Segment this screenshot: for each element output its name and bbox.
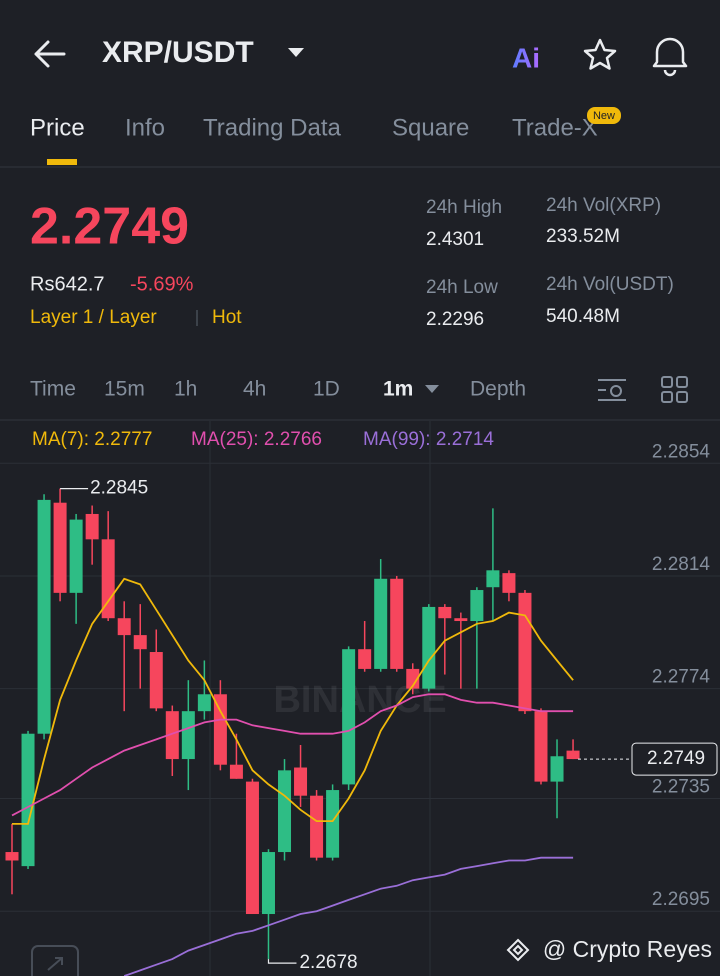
candle-body: [454, 618, 468, 622]
stat-label: 24h Low: [426, 277, 498, 298]
candle-body: [310, 795, 324, 858]
candle-body: [374, 578, 388, 669]
legend-entry: MA(99): 2.2714: [363, 429, 494, 450]
price-change: -5.69%: [130, 273, 194, 295]
candle-body: [245, 781, 259, 915]
interval[interactable]: 1D: [313, 378, 340, 401]
new-badge-label: New: [593, 110, 615, 122]
last-price: 2.2749: [30, 198, 189, 256]
stat-value: 2.4301: [426, 229, 484, 250]
stat-label: 24h Vol(XRP): [546, 195, 661, 216]
candle-body: [278, 770, 292, 853]
moving-average-line: [12, 577, 574, 825]
candle-body: [197, 694, 211, 712]
y-tick-label: 2.2735: [652, 777, 710, 798]
candle-body: [534, 711, 548, 782]
candle-body: [422, 606, 436, 689]
stat-value: 233.52M: [546, 226, 620, 247]
interval[interactable]: Time: [30, 378, 76, 401]
footer-logo: [506, 938, 530, 962]
tab[interactable]: Info: [125, 114, 165, 141]
interval[interactable]: 4h: [243, 378, 266, 401]
layout-button[interactable]: [661, 376, 688, 403]
candle-body: [342, 649, 356, 785]
current-price-label: 2.2749: [647, 748, 705, 769]
candle-body: [213, 694, 227, 765]
candle-body: [358, 649, 372, 669]
candle-body: [5, 852, 19, 861]
interval[interactable]: 1m: [383, 378, 413, 401]
alert-button[interactable]: [652, 37, 688, 77]
candle-body: [390, 578, 404, 669]
candle-body: [294, 767, 308, 796]
fiat-price: Rs642.7: [30, 273, 105, 295]
candle-body: [37, 499, 51, 734]
indicator-settings-button[interactable]: [598, 379, 626, 401]
candle-body: [69, 519, 83, 593]
stat-label: 24h Vol(USDT): [546, 274, 674, 295]
min-pointer: [267, 959, 297, 964]
min-label: 2.2678: [299, 952, 357, 973]
moving-average-line: [11, 693, 574, 817]
plot-area: BINANCE: [5, 488, 580, 976]
candle-body: [149, 652, 163, 709]
candle-body: [85, 513, 99, 540]
candle-body: [326, 790, 340, 858]
active-tab-indicator: [47, 159, 77, 165]
ai-button[interactable]: Ai: [512, 42, 540, 73]
back-button[interactable]: [34, 40, 66, 68]
candle-body: [165, 711, 179, 760]
tag[interactable]: Hot: [212, 307, 242, 328]
current-price-box: [631, 742, 718, 776]
interval[interactable]: Depth: [470, 378, 526, 401]
candle-body: [438, 606, 452, 619]
y-tick-label: 2.2814: [652, 554, 711, 575]
favorite-button[interactable]: [583, 38, 617, 70]
candle-body: [133, 635, 147, 650]
stat-value: 2.2296: [426, 309, 484, 330]
candle-body: [550, 756, 564, 782]
candle-body: [53, 502, 67, 593]
stat-value: 540.48M: [546, 306, 620, 327]
candle-body: [406, 668, 420, 689]
interval[interactable]: 1h: [174, 378, 197, 401]
max-label: 2.2845: [90, 478, 148, 499]
candle-body: [181, 711, 195, 760]
candle-body: [21, 733, 35, 867]
pair-dropdown[interactable]: [288, 48, 304, 57]
candle-body: [101, 539, 115, 619]
pair-title[interactable]: XRP/USDT: [102, 36, 254, 69]
y-tick-label: 2.2854: [652, 441, 711, 462]
candle-body: [502, 573, 516, 593]
interval[interactable]: 15m: [104, 378, 145, 401]
tab[interactable]: Trading Data: [203, 114, 342, 141]
tab[interactable]: Trade-X: [512, 114, 598, 141]
footer-credit: @ Crypto Reyes: [543, 936, 712, 962]
stat-label: 24h High: [426, 197, 502, 218]
y-tick-label: 2.2695: [652, 889, 710, 910]
candle-body: [518, 592, 532, 712]
tab[interactable]: Price: [30, 114, 85, 141]
interval-dropdown[interactable]: [425, 385, 439, 393]
candle-body: [470, 590, 484, 622]
candle-body: [117, 618, 131, 636]
y-tick-label: 2.2774: [652, 667, 711, 688]
expand-button[interactable]: [31, 945, 79, 976]
candle-body: [229, 764, 243, 779]
moving-average-line: [123, 856, 574, 976]
tag[interactable]: Layer 1 / Layer: [30, 307, 157, 328]
legend-entry: MA(25): 2.2766: [191, 429, 322, 450]
candle-body: [261, 852, 275, 915]
legend-entry: MA(7): 2.2777: [32, 429, 152, 450]
watermark: BINANCE: [273, 679, 446, 721]
new-badge: [587, 107, 621, 124]
candle-body: [486, 570, 500, 588]
candle-body: [566, 750, 580, 760]
tab[interactable]: Square: [392, 114, 469, 141]
